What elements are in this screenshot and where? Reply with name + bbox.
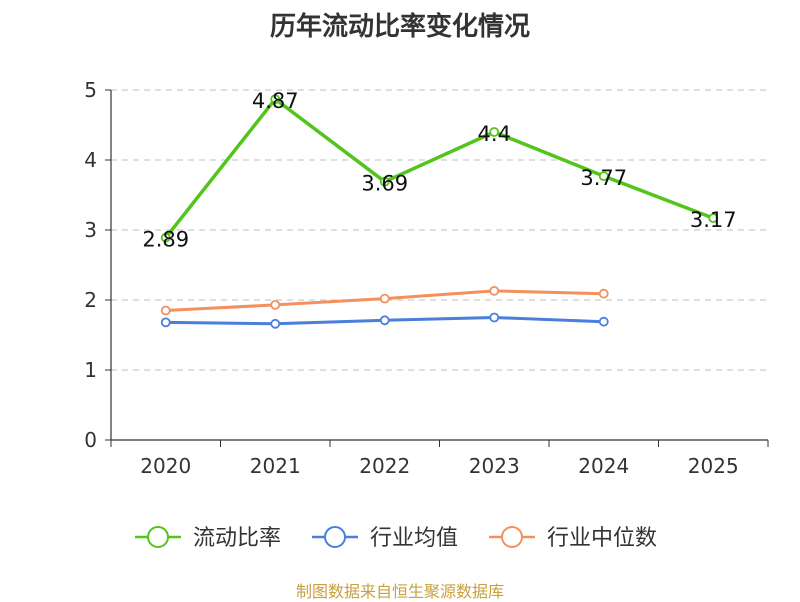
data-label: 3.77	[580, 166, 627, 190]
data-label: 4.4	[478, 122, 511, 146]
data-point[interactable]	[379, 176, 390, 187]
x-tick-label-2023: 2023	[469, 454, 520, 478]
data-point[interactable]	[270, 299, 281, 310]
data-label: 3.17	[690, 208, 737, 232]
legend-marker-1[interactable]	[324, 526, 346, 548]
data-point[interactable]	[489, 312, 500, 323]
y-tick-label: 5	[84, 78, 97, 102]
data-point[interactable]	[598, 171, 609, 182]
x-tick-label-2021: 2021	[250, 454, 301, 478]
legend-marker-0[interactable]	[147, 526, 169, 548]
data-point[interactable]	[708, 213, 719, 224]
series-line-0	[164, 97, 715, 240]
y-tick-label: 3	[84, 218, 97, 242]
x-tick-label-2020: 2020	[140, 454, 191, 478]
data-point[interactable]	[489, 127, 500, 137]
legend-label-0[interactable]: 流动比率	[193, 526, 281, 551]
data-point[interactable]	[160, 232, 171, 243]
data-label: 2.89	[142, 228, 189, 252]
data-point[interactable]	[489, 285, 500, 296]
legend-marker-2[interactable]	[501, 526, 523, 548]
legend-label-2[interactable]: 行业中位数	[547, 526, 657, 551]
data-label: 4.87	[252, 89, 299, 113]
y-tick-label: 4	[84, 148, 97, 172]
data-point[interactable]	[270, 318, 281, 329]
x-tick-label-2025: 2025	[688, 454, 739, 478]
data-point[interactable]	[598, 316, 609, 327]
legend-label-1[interactable]: 行业均值	[370, 526, 458, 551]
source-note: 制图数据来自恒生聚源数据库	[295, 582, 504, 601]
x-tick-label-2022: 2022	[359, 454, 410, 478]
data-point[interactable]	[379, 293, 390, 304]
data-label: 3.69	[361, 172, 408, 196]
x-tick-label-2024: 2024	[578, 454, 629, 478]
data-point[interactable]	[160, 305, 171, 316]
y-tick-label: 0	[84, 428, 97, 452]
chart-title: 历年流动比率变化情况	[269, 12, 530, 42]
y-tick-label: 1	[84, 358, 97, 382]
data-point[interactable]	[598, 288, 609, 299]
data-point[interactable]	[270, 94, 281, 104]
data-point[interactable]	[160, 317, 171, 328]
y-tick-label: 2	[84, 288, 97, 312]
data-point[interactable]	[379, 315, 390, 326]
